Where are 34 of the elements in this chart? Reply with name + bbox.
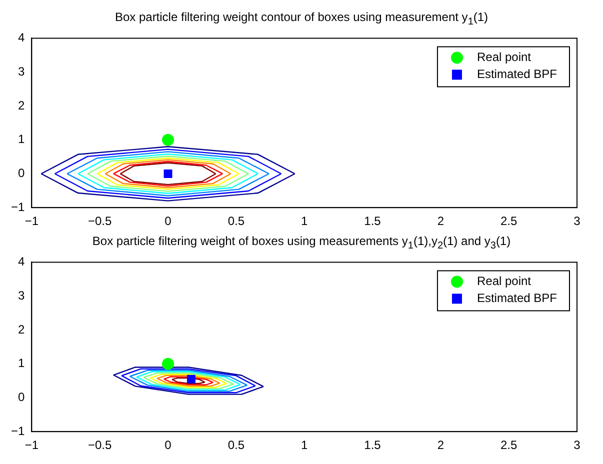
legend-label: Estimated BPF xyxy=(476,67,558,82)
x-tick-label: 2.5 xyxy=(500,438,518,452)
y-tick-label: 1 xyxy=(18,132,25,146)
x-tick-label: 2 xyxy=(437,438,444,452)
x-tick-label: 3 xyxy=(574,438,581,452)
x-tick-label: 0.5 xyxy=(228,214,245,228)
x-tick-label: −0.5 xyxy=(88,438,112,452)
x-tick-label: 2.5 xyxy=(500,214,518,228)
chart-title: Box particle filtering weight contour of boxes using measurement y$_{1}$(1) xyxy=(114,9,490,28)
x-tick-label: 1.5 xyxy=(364,438,382,452)
x-tick-label: 2 xyxy=(437,214,444,228)
x-tick-label: 0.5 xyxy=(228,438,245,452)
y-tick-label: 0 xyxy=(18,166,25,180)
x-tick-label: 1.5 xyxy=(364,214,382,228)
y-tick-label: 2 xyxy=(18,322,25,336)
legend-label: Real point xyxy=(476,274,532,288)
y-tick-label: 3 xyxy=(18,288,25,302)
y-tick-label: 3 xyxy=(18,64,25,78)
legend-label: Real point xyxy=(476,50,532,64)
y-tick-label: 0 xyxy=(18,390,25,404)
x-tick-label: 3 xyxy=(574,214,581,228)
y-tick-label: −1 xyxy=(10,424,25,438)
y-tick-label: 4 xyxy=(18,254,25,269)
x-tick-label: 0 xyxy=(164,214,172,228)
y-tick-label: 1 xyxy=(18,356,25,370)
chart-title: Box particle filtering weight of boxes using measurements y$_{1}$(1),y$_{2}$(1) and y$_{3}$(1) xyxy=(91,233,512,252)
y-tick-label: 4 xyxy=(18,30,25,45)
y-tick-label: −1 xyxy=(10,200,25,214)
x-tick-label: 0 xyxy=(164,438,172,452)
x-tick-label: 1 xyxy=(300,438,308,452)
x-tick-label: 1 xyxy=(300,214,308,228)
y-tick-label: 2 xyxy=(18,98,25,112)
x-tick-label: −0.5 xyxy=(88,214,112,228)
legend-label: Estimated BPF xyxy=(476,291,558,306)
